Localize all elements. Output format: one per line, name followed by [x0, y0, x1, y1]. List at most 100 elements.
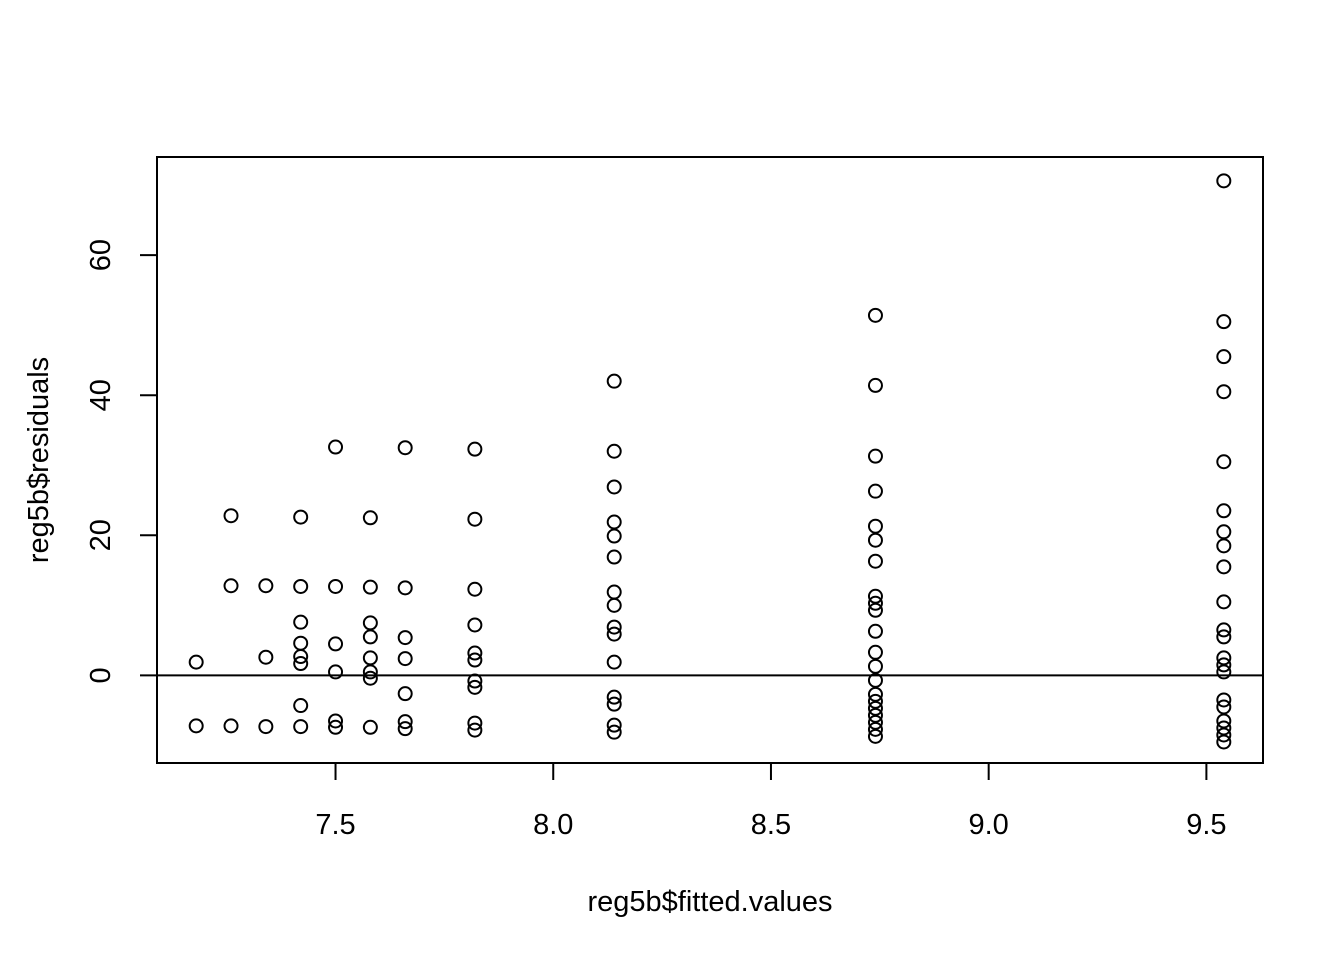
data-point [867, 518, 883, 534]
data-point [867, 693, 883, 709]
data-point [467, 617, 483, 633]
data-point [362, 719, 378, 735]
data-point [867, 700, 883, 716]
data-point [467, 722, 483, 738]
data-point [362, 629, 378, 645]
x-tick-label: 7.5 [315, 809, 355, 841]
data-point [1216, 173, 1232, 189]
data-point [1216, 349, 1232, 365]
data-point [1216, 524, 1232, 540]
data-point [867, 553, 883, 569]
data-point [1216, 559, 1232, 575]
data-point [223, 718, 239, 734]
data-point [867, 483, 883, 499]
data-point [467, 581, 483, 597]
data-point [258, 649, 274, 665]
data-point [467, 441, 483, 457]
data-point [467, 715, 483, 731]
data-point [467, 652, 483, 668]
data-point [1216, 734, 1232, 750]
data-point [362, 510, 378, 526]
data-point [258, 719, 274, 735]
data-point [293, 656, 309, 672]
data-point [1216, 538, 1232, 554]
data-point [328, 636, 344, 652]
data-point [606, 514, 622, 530]
data-point [606, 597, 622, 613]
data-point [1216, 314, 1232, 330]
data-point [606, 689, 622, 705]
data-point [293, 698, 309, 714]
data-point [362, 650, 378, 666]
y-axis: 0 20 40 60 [85, 239, 158, 683]
data-point [867, 728, 883, 744]
data-point [258, 578, 274, 594]
data-point [867, 623, 883, 639]
x-axis: 7.5 8.0 8.5 9.0 9.5 [315, 762, 1227, 841]
data-point [606, 528, 622, 544]
data-point [293, 649, 309, 665]
data-point [188, 654, 204, 670]
data-point [606, 724, 622, 740]
data-point [328, 719, 344, 735]
data-point [867, 644, 883, 660]
data-point [293, 635, 309, 651]
data-point [606, 717, 622, 733]
data-point [606, 619, 622, 635]
data-points [188, 173, 1232, 750]
data-point [606, 373, 622, 389]
data-point [293, 614, 309, 630]
x-tick-label: 8.0 [533, 809, 573, 841]
data-point [867, 377, 883, 393]
data-point [867, 672, 883, 688]
x-tick-label: 9.5 [1186, 809, 1226, 841]
plot-frame [156, 156, 1264, 764]
data-point [1216, 692, 1232, 708]
data-point [293, 509, 309, 525]
data-point [606, 626, 622, 642]
data-point [867, 448, 883, 464]
data-point [293, 578, 309, 594]
data-point [223, 578, 239, 594]
data-point [867, 307, 883, 323]
data-point [467, 679, 483, 695]
y-tick-label: 20 [85, 519, 117, 551]
data-point [1216, 699, 1232, 715]
data-point [328, 713, 344, 729]
data-point [1216, 622, 1232, 638]
data-point [867, 595, 883, 611]
data-point [1216, 629, 1232, 645]
data-point [867, 588, 883, 604]
data-point [293, 719, 309, 735]
data-point [1216, 664, 1232, 680]
data-point [606, 696, 622, 712]
data-point [1216, 657, 1232, 673]
data-point [1216, 720, 1232, 736]
data-point [1216, 503, 1232, 519]
data-point [1216, 713, 1232, 729]
data-point [867, 721, 883, 737]
data-point [606, 549, 622, 565]
data-point [867, 686, 883, 702]
y-tick-label: 40 [85, 379, 117, 411]
data-point [1216, 650, 1232, 666]
data-point [397, 721, 413, 737]
data-point [606, 443, 622, 459]
data-point [362, 664, 378, 680]
data-point [1216, 594, 1232, 610]
data-point [328, 439, 344, 455]
data-point [867, 658, 883, 674]
x-axis-title: reg5b$fitted.values [587, 886, 832, 918]
y-tick-label: 60 [85, 239, 117, 271]
data-point [606, 479, 622, 495]
data-point [397, 686, 413, 702]
data-point [1216, 454, 1232, 470]
data-point [397, 440, 413, 456]
data-point [188, 718, 204, 734]
data-point [467, 511, 483, 527]
data-point [328, 578, 344, 594]
data-point [397, 580, 413, 596]
data-point [362, 670, 378, 686]
data-point [606, 584, 622, 600]
